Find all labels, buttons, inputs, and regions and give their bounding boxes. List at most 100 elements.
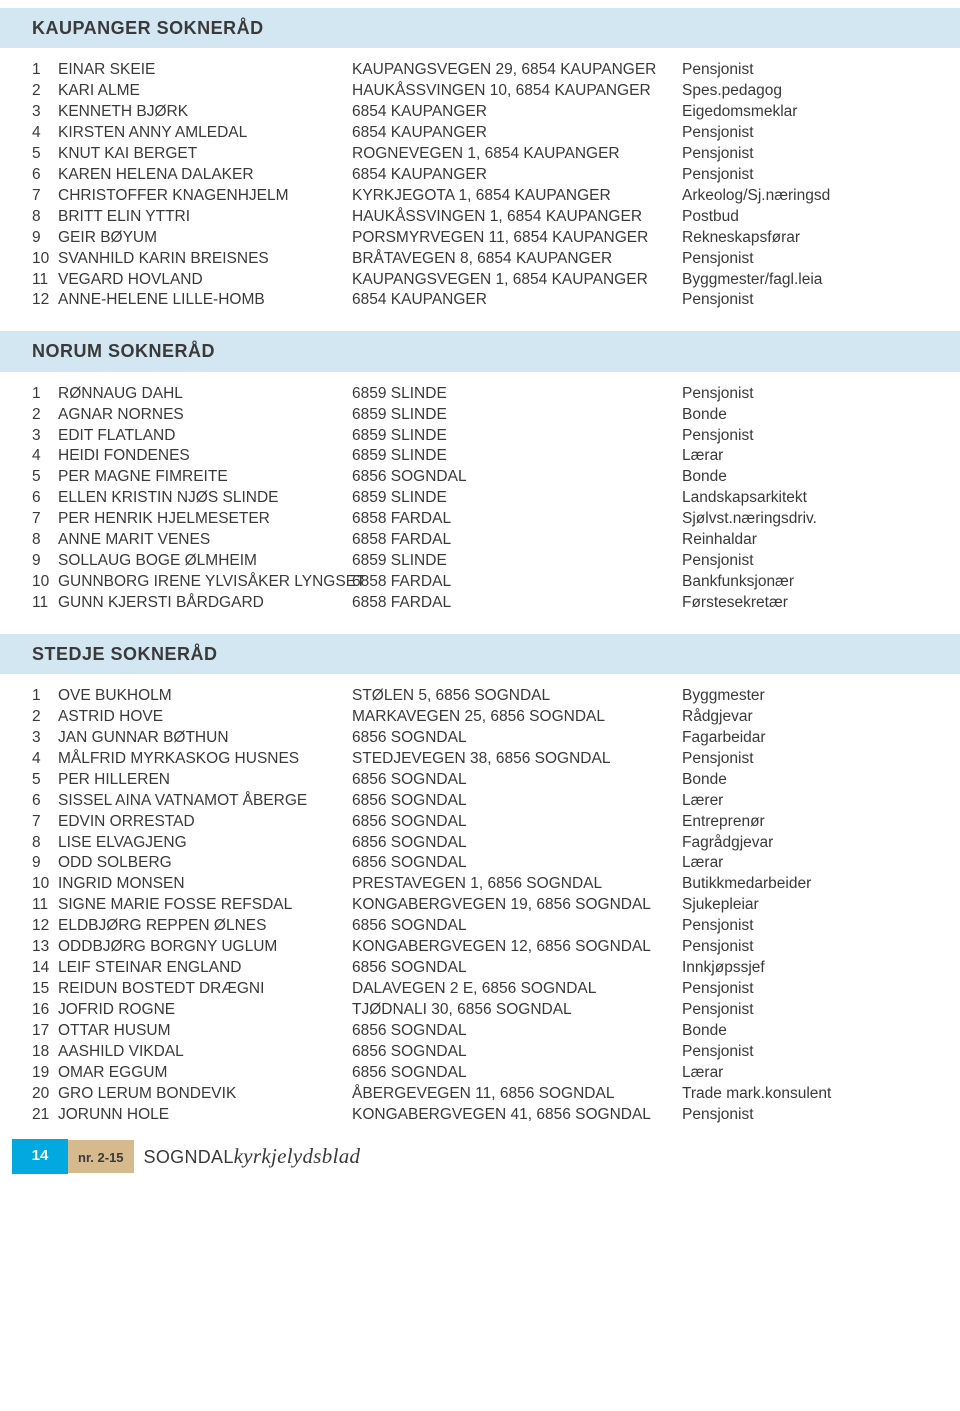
row-number: 13 <box>32 937 58 958</box>
table-row: 11SIGNE MARIE FOSSE REFSDALKONGABERGVEGE… <box>32 895 928 916</box>
row-occupation: Bonde <box>682 405 928 426</box>
row-occupation: Pensjonist <box>682 979 928 1000</box>
row-name: SIGNE MARIE FOSSE REFSDAL <box>58 895 352 916</box>
table-row: 5PER MAGNE FIMREITE6856 SOGNDALBonde <box>32 467 928 488</box>
row-address: 6856 SOGNDAL <box>352 853 682 874</box>
page-number: 14 <box>12 1139 68 1173</box>
row-number: 2 <box>32 707 58 728</box>
section-header: KAUPANGER SOKNERÅD <box>0 8 960 48</box>
row-occupation: Rekneskapsførar <box>682 228 928 249</box>
row-name: GRO LERUM BONDEVIK <box>58 1084 352 1105</box>
row-occupation: Rådgjevar <box>682 707 928 728</box>
table-row: 6SISSEL AINA VATNAMOT ÅBERGE6856 SOGNDAL… <box>32 791 928 812</box>
table-row: 5KNUT KAI BERGETROGNEVEGEN 1, 6854 KAUPA… <box>32 144 928 165</box>
title-part2: kyrkjelydsblad <box>234 1144 361 1168</box>
row-name: LEIF STEINAR ENGLAND <box>58 958 352 979</box>
row-name: PER HILLEREN <box>58 770 352 791</box>
table-row: 8ANNE MARIT VENES6858 FARDALReinhaldar <box>32 530 928 551</box>
row-number: 4 <box>32 123 58 144</box>
row-occupation: Pensjonist <box>682 123 928 144</box>
row-number: 16 <box>32 1000 58 1021</box>
row-address: HAUKÅSSVINGEN 10, 6854 KAUPANGER <box>352 81 682 102</box>
publication-title: SOGNDALkyrkjelydsblad <box>144 1142 361 1170</box>
row-occupation: Pensjonist <box>682 916 928 937</box>
table-row: 10SVANHILD KARIN BREISNESBRÅTAVEGEN 8, 6… <box>32 249 928 270</box>
row-occupation: Bonde <box>682 467 928 488</box>
row-name: SISSEL AINA VATNAMOT ÅBERGE <box>58 791 352 812</box>
row-address: KYRKJEGOTA 1, 6854 KAUPANGER <box>352 186 682 207</box>
row-address: PORSMYRVEGEN 11, 6854 KAUPANGER <box>352 228 682 249</box>
row-address: 6856 SOGNDAL <box>352 1021 682 1042</box>
row-number: 10 <box>32 874 58 895</box>
table-row: 3EDIT FLATLAND6859 SLINDEPensjonist <box>32 426 928 447</box>
table-row: 9ODD SOLBERG6856 SOGNDALLærar <box>32 853 928 874</box>
table-row: 8LISE ELVAGJENG6856 SOGNDALFagrådgjevar <box>32 833 928 854</box>
row-name: ODDBJØRG BORGNY UGLUM <box>58 937 352 958</box>
row-address: DALAVEGEN 2 E, 6856 SOGNDAL <box>352 979 682 1000</box>
table-row: 11VEGARD HOVLANDKAUPANGSVEGEN 1, 6854 KA… <box>32 270 928 291</box>
row-number: 2 <box>32 81 58 102</box>
row-name: KARI ALME <box>58 81 352 102</box>
row-occupation: Fagrådgjevar <box>682 833 928 854</box>
row-number: 8 <box>32 207 58 228</box>
row-number: 19 <box>32 1063 58 1084</box>
row-address: MARKAVEGEN 25, 6856 SOGNDAL <box>352 707 682 728</box>
row-name: EDVIN ORRESTAD <box>58 812 352 833</box>
row-address: 6854 KAUPANGER <box>352 123 682 144</box>
row-address: 6858 FARDAL <box>352 593 682 614</box>
table-row: 3KENNETH BJØRK6854 KAUPANGEREigedomsmekl… <box>32 102 928 123</box>
row-number: 8 <box>32 530 58 551</box>
row-occupation: Eigedomsmeklar <box>682 102 928 123</box>
row-name: KAREN HELENA DALAKER <box>58 165 352 186</box>
row-name: ANNE-HELENE LILLE-HOMB <box>58 290 352 311</box>
row-name: LISE ELVAGJENG <box>58 833 352 854</box>
row-name: OMAR EGGUM <box>58 1063 352 1084</box>
row-name: PER HENRIK HJELMESETER <box>58 509 352 530</box>
row-name: ELDBJØRG REPPEN ØLNES <box>58 916 352 937</box>
row-address: 6856 SOGNDAL <box>352 770 682 791</box>
row-name: KIRSTEN ANNY AMLEDAL <box>58 123 352 144</box>
row-address: KONGABERGVEGEN 41, 6856 SOGNDAL <box>352 1105 682 1126</box>
section-rows: 1EINAR SKEIEKAUPANGSVEGEN 29, 6854 KAUPA… <box>0 60 960 317</box>
row-number: 5 <box>32 144 58 165</box>
row-number: 2 <box>32 405 58 426</box>
row-number: 9 <box>32 853 58 874</box>
row-name: AASHILD VIKDAL <box>58 1042 352 1063</box>
row-number: 12 <box>32 290 58 311</box>
row-name: JAN GUNNAR BØTHUN <box>58 728 352 749</box>
row-address: 6856 SOGNDAL <box>352 728 682 749</box>
row-name: ODD SOLBERG <box>58 853 352 874</box>
row-name: GEIR BØYUM <box>58 228 352 249</box>
table-row: 7PER HENRIK HJELMESETER6858 FARDALSjølvs… <box>32 509 928 530</box>
row-number: 10 <box>32 249 58 270</box>
section-header: NORUM SOKNERÅD <box>0 331 960 371</box>
issue-number: nr. 2-15 <box>68 1140 134 1174</box>
row-number: 11 <box>32 593 58 614</box>
row-name: ASTRID HOVE <box>58 707 352 728</box>
row-number: 1 <box>32 686 58 707</box>
row-address: 6854 KAUPANGER <box>352 290 682 311</box>
row-occupation: Pensjonist <box>682 60 928 81</box>
row-number: 17 <box>32 1021 58 1042</box>
table-row: 2ASTRID HOVEMARKAVEGEN 25, 6856 SOGNDALR… <box>32 707 928 728</box>
row-occupation: Arkeolog/Sj.næringsd <box>682 186 928 207</box>
row-occupation: Pensjonist <box>682 144 928 165</box>
row-address: 6856 SOGNDAL <box>352 1042 682 1063</box>
table-row: 12ELDBJØRG REPPEN ØLNES6856 SOGNDALPensj… <box>32 916 928 937</box>
row-number: 3 <box>32 426 58 447</box>
row-occupation: Pensjonist <box>682 749 928 770</box>
table-row: 18AASHILD VIKDAL6856 SOGNDALPensjonist <box>32 1042 928 1063</box>
table-row: 14LEIF STEINAR ENGLAND6856 SOGNDALInnkjø… <box>32 958 928 979</box>
row-occupation: Pensjonist <box>682 1042 928 1063</box>
row-occupation: Butikkmedarbeider <box>682 874 928 895</box>
page-footer: 14 nr. 2-15 SOGNDALkyrkjelydsblad <box>0 1139 960 1173</box>
table-row: 1RØNNAUG DAHL6859 SLINDEPensjonist <box>32 384 928 405</box>
row-address: BRÅTAVEGEN 8, 6854 KAUPANGER <box>352 249 682 270</box>
table-row: 17OTTAR HUSUM6856 SOGNDALBonde <box>32 1021 928 1042</box>
row-address: STEDJEVEGEN 38, 6856 SOGNDAL <box>352 749 682 770</box>
row-occupation: Pensjonist <box>682 1000 928 1021</box>
row-occupation: Pensjonist <box>682 426 928 447</box>
row-address: ÅBERGEVEGEN 11, 6856 SOGNDAL <box>352 1084 682 1105</box>
row-occupation: Fagarbeidar <box>682 728 928 749</box>
row-name: REIDUN BOSTEDT DRÆGNI <box>58 979 352 1000</box>
